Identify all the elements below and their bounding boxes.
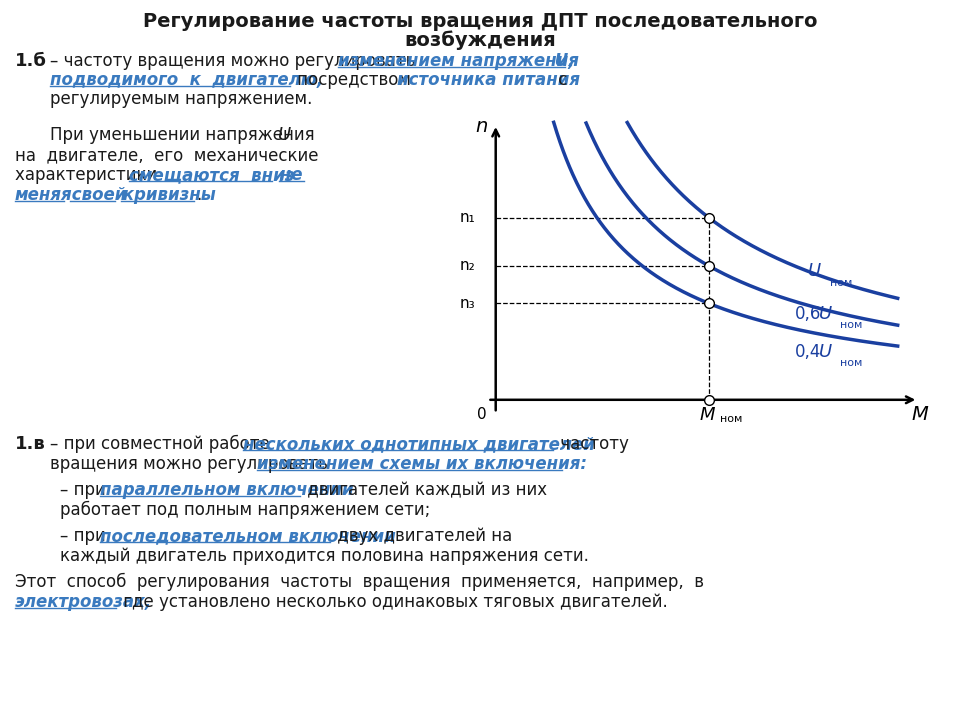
Text: двух двигателей на: двух двигателей на (332, 527, 513, 545)
Text: 0,6: 0,6 (795, 305, 822, 323)
Text: вращения можно регулировать: вращения можно регулировать (50, 455, 333, 473)
Text: ном: ном (840, 320, 863, 330)
Text: n₁: n₁ (460, 210, 475, 225)
Text: n: n (475, 117, 488, 136)
Text: M: M (699, 405, 714, 423)
Text: U,: U, (549, 52, 575, 70)
Text: электровозах,: электровозах, (15, 593, 153, 611)
Text: 1.в: 1.в (15, 435, 46, 453)
Text: M: M (912, 405, 928, 424)
Text: 0,4: 0,4 (795, 343, 822, 361)
Text: U: U (278, 126, 291, 144)
Text: кривизны: кривизны (117, 186, 216, 204)
Text: Регулирование частоты вращения ДПТ последовательного: Регулирование частоты вращения ДПТ после… (143, 12, 817, 31)
Text: 1.б: 1.б (15, 52, 47, 70)
Text: ном: ном (830, 279, 852, 289)
Text: не: не (274, 166, 302, 184)
Text: каждый двигатель приходится половина напряжения сети.: каждый двигатель приходится половина нап… (60, 547, 588, 565)
Text: n₂: n₂ (460, 258, 475, 274)
Text: $U$: $U$ (818, 305, 832, 323)
Text: – при: – при (60, 527, 111, 545)
Text: При уменьшении напряжения: При уменьшении напряжения (50, 126, 320, 144)
Text: своей: своей (66, 186, 127, 204)
Text: изменением напряжения: изменением напряжения (338, 52, 579, 70)
Text: последовательном включении: последовательном включении (100, 527, 396, 545)
Text: параллельном включении: параллельном включении (100, 481, 353, 499)
Text: – частоту вращения можно регулировать: – частоту вращения можно регулировать (50, 52, 420, 70)
Text: изменением схемы их включения:: изменением схемы их включения: (257, 455, 587, 473)
Text: ном: ном (840, 358, 863, 368)
Text: – при: – при (60, 481, 111, 499)
Text: с: с (553, 71, 567, 89)
Text: 0: 0 (476, 407, 486, 422)
Text: Этот  способ  регулирования  частоты  вращения  применяется,  например,  в: Этот способ регулирования частоты вращен… (15, 573, 704, 591)
Text: смещаются  вниз: смещаются вниз (129, 166, 295, 184)
Text: посредством: посредством (292, 71, 421, 89)
Text: нескольких однотипных двигателей: нескольких однотипных двигателей (243, 435, 595, 453)
Text: работает под полным напряжением сети;: работает под полным напряжением сети; (60, 501, 430, 519)
Text: $U$: $U$ (807, 262, 823, 280)
Text: источника питания: источника питания (397, 71, 580, 89)
Text: двигателей каждый из них: двигателей каждый из них (302, 481, 547, 499)
Text: на  двигателе,  его  механические: на двигателе, его механические (15, 146, 319, 164)
Text: подводимого  к  двигателю,: подводимого к двигателю, (50, 71, 324, 89)
Text: где установлено несколько одинаковых тяговых двигателей.: где установлено несколько одинаковых тяг… (118, 593, 668, 611)
Text: регулируемым напряжением.: регулируемым напряжением. (50, 90, 312, 108)
Text: возбуждения: возбуждения (404, 30, 556, 50)
Text: – при совместной работе: – при совместной работе (50, 435, 275, 453)
Text: n₃: n₃ (460, 296, 475, 311)
Text: $U$: $U$ (818, 343, 832, 361)
Text: ном: ном (720, 414, 743, 424)
Text: характеристики: характеристики (15, 166, 162, 184)
Text: меняя: меняя (15, 186, 73, 204)
Text: .: . (196, 186, 202, 204)
Text: частоту: частоту (555, 435, 629, 453)
